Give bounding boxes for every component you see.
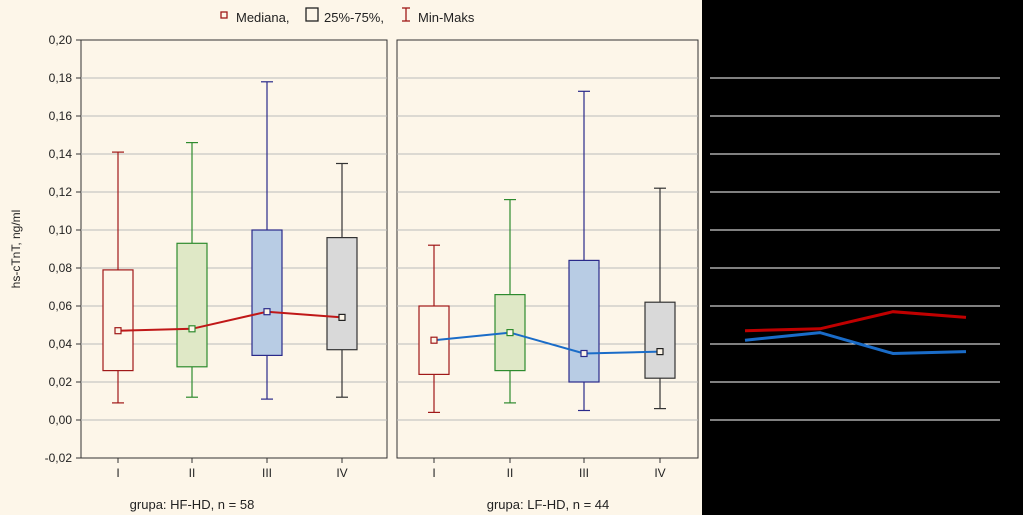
overlay-series-line [744, 310, 967, 333]
iqr-box [176, 242, 208, 368]
median-line [433, 331, 661, 355]
median-marker [188, 325, 196, 333]
legend-median-label: Mediana, [236, 10, 289, 25]
y-tick-label: 0,06 [49, 299, 73, 313]
legend-range-label: Min-Maks [418, 10, 475, 25]
panel-frame-hf [80, 39, 388, 459]
y-tick-label: 0,14 [49, 147, 73, 161]
x-tick-label: I [116, 466, 119, 480]
median-marker [580, 349, 588, 358]
median-marker [338, 313, 346, 321]
x-tick-label: III [579, 466, 589, 480]
overlay-panel [710, 77, 1000, 421]
y-tick-label: 0,16 [49, 109, 73, 123]
median-marker [506, 329, 514, 337]
legend-iqr-marker [305, 7, 319, 22]
iqr-box [644, 301, 676, 379]
legend-median-marker [220, 11, 228, 19]
legend-range-marker [402, 7, 410, 22]
y-tick-label: 0,10 [49, 223, 73, 237]
y-axis-label: hs-cTnT, ng/ml [9, 210, 23, 289]
x-tick-label: II [189, 466, 196, 480]
legend-iqr-label: 25%-75%, [324, 10, 384, 25]
x-tick-label: I [432, 466, 435, 480]
y-tick-label: -0,02 [45, 451, 73, 465]
y-tick-label: 0,02 [49, 375, 73, 389]
median-marker [114, 327, 122, 335]
x-tick-label: IV [654, 466, 665, 480]
x-tick-label: IV [336, 466, 347, 480]
y-tick-label: 0,08 [49, 261, 73, 275]
x-tick-label: II [507, 466, 514, 480]
panel-label-lf: grupa: LF-HD, n = 44 [487, 497, 609, 512]
median-marker [656, 348, 664, 356]
median-marker [430, 336, 438, 344]
y-tick-label: 0,18 [49, 71, 73, 85]
y-tick-label: 0,20 [49, 33, 73, 47]
overlay-series-line [744, 331, 967, 356]
x-tick-label: III [262, 466, 272, 480]
median-marker [263, 308, 271, 316]
y-tick-label: 0,12 [49, 185, 73, 199]
median-line [117, 310, 343, 332]
panel-frame-lf [396, 39, 699, 459]
iqr-box [568, 259, 600, 383]
iqr-box [326, 237, 358, 351]
y-tick-label: 0,04 [49, 337, 73, 351]
iqr-box [102, 269, 134, 372]
iqr-box [251, 229, 283, 357]
y-tick-label: 0,00 [49, 413, 73, 427]
panel-label-hf: grupa: HF-HD, n = 58 [130, 497, 255, 512]
legend: Mediana, 25%-75%, Min-Maks [220, 7, 475, 25]
